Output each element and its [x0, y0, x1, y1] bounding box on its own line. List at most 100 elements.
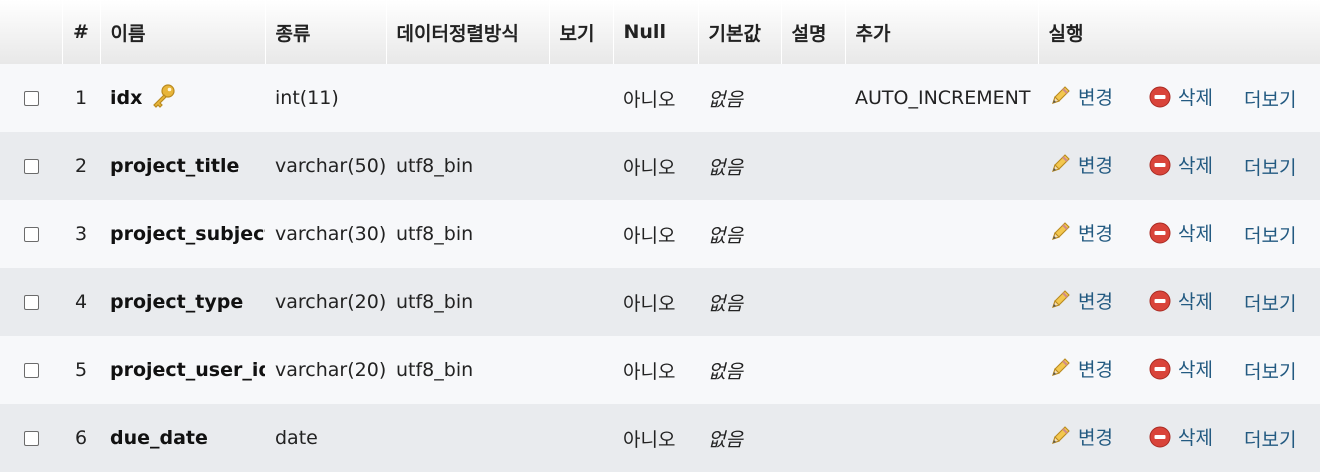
row-drop-cell: 삭제 — [1138, 268, 1234, 336]
header-extra[interactable]: 추가 — [845, 0, 1039, 64]
row-field-name-cell: project_user_id — [100, 336, 265, 404]
row-checkbox[interactable] — [23, 363, 39, 378]
drop-label: 삭제 — [1178, 154, 1213, 177]
table-row: 2 project_title varchar(50) utf8_bin 아니오… — [0, 132, 1320, 200]
table-header-row: # 이름 종류 데이터정렬방식 보기 Null 기본값 설명 추가 실행 — [0, 0, 1320, 64]
drop-button[interactable]: 삭제 — [1148, 83, 1213, 110]
drop-label: 삭제 — [1178, 86, 1213, 109]
row-null: 아니오 — [623, 292, 676, 315]
row-checkbox-cell — [0, 132, 62, 200]
header-name[interactable]: 이름 — [100, 0, 266, 64]
row-more-cell: 더보기 — [1234, 404, 1320, 472]
row-drop-cell: 삭제 — [1138, 64, 1234, 132]
primary-key-icon — [150, 83, 176, 114]
row-default: 없음 — [708, 428, 743, 451]
edit-button[interactable]: 변경 — [1048, 423, 1113, 450]
row-more-cell: 더보기 — [1234, 268, 1320, 336]
header-comment[interactable]: 설명 — [781, 0, 846, 64]
header-action: 실행 — [1038, 0, 1320, 64]
row-field-name: project_title — [110, 155, 240, 177]
edit-label: 변경 — [1078, 154, 1113, 177]
row-attributes — [549, 336, 613, 404]
more-button[interactable]: 더보기 — [1244, 292, 1297, 315]
row-default: 없음 — [708, 156, 743, 179]
row-null: 아니오 — [623, 156, 676, 179]
row-num: 5 — [74, 359, 88, 381]
more-button[interactable]: 더보기 — [1244, 156, 1297, 179]
row-edit-cell: 변경 — [1038, 132, 1138, 200]
row-default: 없음 — [708, 360, 743, 383]
row-checkbox[interactable] — [23, 227, 39, 242]
row-comment — [781, 200, 845, 268]
drop-button[interactable]: 삭제 — [1148, 355, 1213, 382]
row-type: varchar(30) — [275, 223, 386, 245]
row-null: 아니오 — [623, 224, 676, 247]
row-attributes — [549, 200, 613, 268]
drop-button[interactable]: 삭제 — [1148, 287, 1213, 314]
header-default[interactable]: 기본값 — [698, 0, 782, 64]
row-attributes — [549, 64, 613, 132]
more-button[interactable]: 더보기 — [1244, 88, 1297, 111]
drop-label: 삭제 — [1178, 426, 1213, 449]
row-more-cell: 더보기 — [1234, 200, 1320, 268]
edit-label: 변경 — [1078, 290, 1113, 313]
pencil-icon — [1048, 84, 1072, 108]
table-body: 1 idx int(11) 아니오 없음 AUTO_INCREMENT 변경 삭… — [0, 64, 1320, 472]
drop-button[interactable]: 삭제 — [1148, 423, 1213, 450]
drop-button[interactable]: 삭제 — [1148, 219, 1213, 246]
row-checkbox-cell — [0, 404, 62, 472]
header-collation[interactable]: 데이터정렬방식 — [386, 0, 550, 64]
row-null: 아니오 — [623, 88, 676, 111]
row-extra — [845, 200, 1038, 268]
header-num: # — [62, 0, 101, 64]
edit-button[interactable]: 변경 — [1048, 219, 1113, 246]
row-checkbox[interactable] — [23, 91, 39, 106]
edit-button[interactable]: 변경 — [1048, 355, 1113, 382]
drop-icon — [1148, 220, 1172, 244]
row-drop-cell: 삭제 — [1138, 132, 1234, 200]
row-num: 6 — [74, 427, 88, 449]
header-null[interactable]: Null — [613, 0, 699, 64]
row-num: 1 — [74, 87, 88, 109]
row-drop-cell: 삭제 — [1138, 200, 1234, 268]
row-type: varchar(20) — [275, 291, 386, 313]
row-edit-cell: 변경 — [1038, 200, 1138, 268]
edit-label: 변경 — [1078, 426, 1113, 449]
row-num: 4 — [74, 291, 88, 313]
drop-icon — [1148, 424, 1172, 448]
row-attributes — [549, 132, 613, 200]
row-collation: utf8_bin — [396, 359, 474, 381]
table-row: 5 project_user_id varchar(20) utf8_bin 아… — [0, 336, 1320, 404]
row-default: 없음 — [708, 292, 743, 315]
row-null: 아니오 — [623, 360, 676, 383]
header-attributes[interactable]: 보기 — [549, 0, 614, 64]
row-field-name: project_type — [110, 291, 244, 313]
row-edit-cell: 변경 — [1038, 268, 1138, 336]
row-attributes — [549, 404, 613, 472]
edit-button[interactable]: 변경 — [1048, 287, 1113, 314]
row-comment — [781, 64, 845, 132]
edit-button[interactable]: 변경 — [1048, 83, 1113, 110]
row-collation — [386, 64, 549, 132]
row-drop-cell: 삭제 — [1138, 336, 1234, 404]
row-extra — [845, 336, 1038, 404]
more-button[interactable]: 더보기 — [1244, 428, 1297, 451]
table-row: 4 project_type varchar(20) utf8_bin 아니오 … — [0, 268, 1320, 336]
table-row: 1 idx int(11) 아니오 없음 AUTO_INCREMENT 변경 삭… — [0, 64, 1320, 132]
more-button[interactable]: 더보기 — [1244, 224, 1297, 247]
row-comment — [781, 132, 845, 200]
row-type: varchar(50) — [275, 155, 386, 177]
drop-button[interactable]: 삭제 — [1148, 151, 1213, 178]
more-button[interactable]: 더보기 — [1244, 360, 1297, 383]
row-edit-cell: 변경 — [1038, 336, 1138, 404]
row-field-name-cell: due_date — [100, 404, 265, 472]
pencil-icon — [1048, 152, 1072, 176]
edit-button[interactable]: 변경 — [1048, 151, 1113, 178]
header-type[interactable]: 종류 — [265, 0, 387, 64]
row-checkbox[interactable] — [23, 295, 39, 310]
row-checkbox[interactable] — [23, 159, 39, 174]
row-checkbox[interactable] — [23, 431, 39, 446]
row-attributes — [549, 268, 613, 336]
table-row: 6 due_date date 아니오 없음 변경 삭제 더보기 — [0, 404, 1320, 472]
